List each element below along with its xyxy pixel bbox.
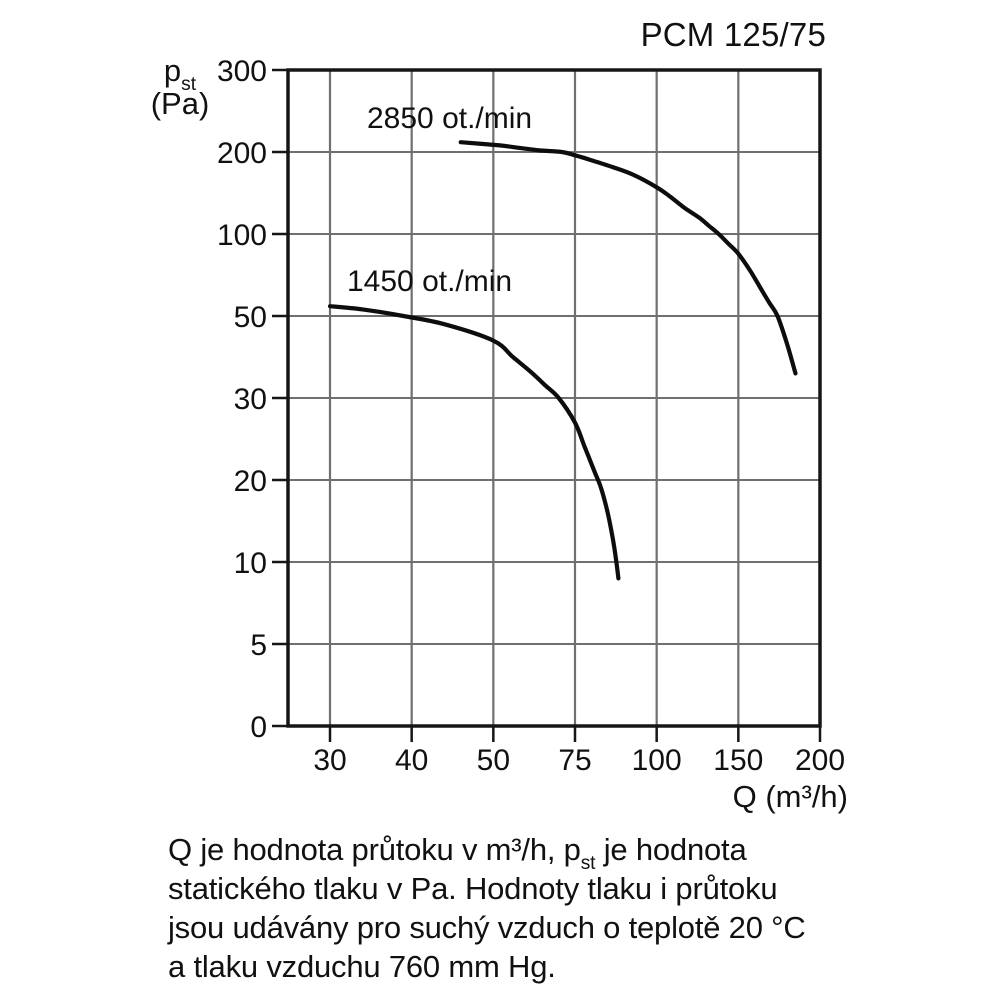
x-tick-label: 100 [632, 744, 682, 777]
x-tick-label: 200 [795, 744, 845, 777]
curve-label-2850: 2850 ot./min [367, 102, 533, 135]
caption-line-3: jsou udávány pro suchý vzduch o teplotě … [168, 910, 806, 945]
x-tick-label: 50 [477, 744, 510, 777]
y-tick-label: 200 [217, 137, 267, 170]
y-axis-symbol-subscript: st [181, 74, 197, 96]
y-axis-label: pst (Pa) [148, 54, 212, 120]
y-tick-label: 50 [234, 301, 267, 334]
caption-line-2: statického tlaku v Pa. Hodnoty tlaku i p… [168, 871, 778, 906]
curve-1450-ot-min [327, 304, 621, 581]
x-tick-label: 40 [395, 744, 428, 777]
y-axis-symbol: p [163, 53, 182, 88]
y-tick-label: 0 [250, 711, 267, 744]
y-tick-label: 20 [234, 465, 267, 498]
curve-2850-ot-min [458, 140, 798, 376]
x-tick-label: 30 [313, 744, 346, 777]
caption-text: Q je hodnota průtoku v m³/h, pst je hodn… [168, 830, 888, 986]
x-axis-label: Q (m³/h) [732, 779, 848, 814]
y-tick-label: 100 [217, 219, 267, 252]
y-tick-label: 10 [234, 547, 267, 580]
x-tick-label: 75 [558, 744, 591, 777]
y-tick-label: 300 [217, 55, 267, 88]
curve-label-1450: 1450 ot./min [347, 265, 513, 298]
y-tick-label: 30 [234, 383, 267, 416]
chart-title: PCM 125/75 [640, 16, 826, 53]
caption-p-subscript: st [580, 853, 596, 875]
caption-line-4: a tlaku vzduchu 760 mm Hg. [168, 949, 556, 984]
y-axis-unit: (Pa) [150, 86, 210, 121]
y-tick-label: 5 [250, 629, 267, 662]
caption-line-1: Q je hodnota průtoku v m³/h, pst je hodn… [168, 832, 747, 875]
x-tick-label: 150 [713, 744, 763, 777]
